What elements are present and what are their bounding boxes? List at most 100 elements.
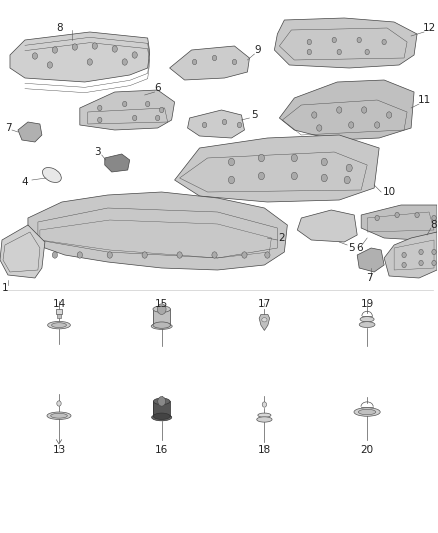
Circle shape (332, 37, 336, 43)
Circle shape (77, 252, 82, 258)
Circle shape (344, 176, 350, 184)
Ellipse shape (359, 321, 375, 327)
Ellipse shape (52, 322, 67, 327)
Circle shape (177, 252, 182, 258)
Circle shape (415, 212, 419, 217)
Circle shape (112, 46, 117, 52)
Polygon shape (297, 210, 357, 242)
Circle shape (321, 158, 327, 166)
Polygon shape (357, 248, 384, 272)
Circle shape (317, 125, 322, 131)
Circle shape (52, 252, 57, 258)
Circle shape (107, 252, 113, 258)
Text: 12: 12 (422, 23, 436, 33)
Circle shape (419, 249, 423, 255)
Circle shape (402, 262, 406, 268)
Circle shape (374, 122, 380, 128)
Polygon shape (10, 32, 150, 82)
Bar (57, 314, 61, 318)
FancyBboxPatch shape (153, 401, 170, 416)
Circle shape (307, 39, 311, 45)
Ellipse shape (354, 408, 380, 416)
Circle shape (87, 59, 92, 65)
Circle shape (307, 50, 311, 55)
Text: 2: 2 (278, 233, 285, 243)
Text: 8: 8 (431, 220, 437, 230)
Circle shape (346, 164, 352, 172)
Ellipse shape (153, 413, 170, 419)
Circle shape (202, 123, 207, 128)
Ellipse shape (358, 409, 376, 415)
Ellipse shape (153, 306, 170, 312)
Text: 7: 7 (366, 273, 372, 283)
Circle shape (375, 215, 379, 221)
Circle shape (402, 252, 406, 257)
Ellipse shape (153, 398, 170, 405)
Circle shape (32, 53, 38, 59)
Text: 15: 15 (155, 299, 168, 309)
Circle shape (57, 401, 61, 406)
Circle shape (157, 304, 166, 314)
Circle shape (258, 154, 265, 161)
Circle shape (158, 397, 166, 406)
Text: 10: 10 (382, 187, 396, 197)
Text: 17: 17 (258, 299, 271, 309)
Circle shape (432, 260, 436, 265)
Polygon shape (279, 80, 414, 140)
Ellipse shape (151, 323, 172, 329)
Circle shape (432, 215, 436, 221)
Text: 8: 8 (57, 23, 63, 33)
Circle shape (132, 52, 138, 58)
Circle shape (361, 107, 367, 113)
Polygon shape (170, 46, 249, 80)
Circle shape (229, 176, 234, 184)
Ellipse shape (153, 322, 170, 328)
Text: 18: 18 (258, 446, 271, 455)
Polygon shape (175, 135, 379, 202)
Ellipse shape (51, 414, 67, 418)
Circle shape (237, 123, 242, 128)
Circle shape (395, 212, 399, 217)
Text: 6: 6 (154, 83, 161, 93)
Circle shape (357, 37, 361, 43)
Text: 20: 20 (360, 446, 374, 455)
Circle shape (98, 106, 102, 111)
Circle shape (98, 117, 102, 123)
Circle shape (133, 115, 137, 120)
Polygon shape (28, 192, 287, 270)
Polygon shape (361, 205, 437, 240)
Circle shape (155, 115, 160, 120)
Circle shape (262, 402, 267, 407)
Ellipse shape (258, 413, 271, 417)
Circle shape (123, 101, 127, 107)
Circle shape (192, 59, 197, 64)
Circle shape (92, 43, 97, 49)
Circle shape (432, 249, 436, 255)
Circle shape (265, 252, 270, 258)
Text: 6: 6 (356, 243, 363, 253)
Ellipse shape (360, 317, 374, 322)
Circle shape (386, 112, 392, 118)
Circle shape (229, 158, 234, 166)
Text: 14: 14 (53, 299, 66, 309)
Circle shape (72, 44, 78, 50)
FancyBboxPatch shape (153, 309, 170, 325)
Polygon shape (105, 154, 130, 172)
Text: 5: 5 (348, 243, 354, 253)
Circle shape (159, 107, 164, 112)
Polygon shape (259, 314, 270, 330)
Text: 1: 1 (2, 283, 8, 293)
Ellipse shape (262, 318, 267, 322)
Text: 11: 11 (417, 95, 431, 105)
Ellipse shape (257, 417, 272, 422)
Bar (56, 309, 62, 314)
Polygon shape (80, 90, 175, 130)
Text: 4: 4 (21, 177, 28, 187)
Ellipse shape (48, 321, 71, 329)
Circle shape (312, 112, 317, 118)
Text: 3: 3 (95, 147, 101, 157)
Ellipse shape (47, 412, 71, 419)
Circle shape (122, 59, 127, 65)
Circle shape (337, 107, 342, 113)
Circle shape (321, 174, 327, 182)
